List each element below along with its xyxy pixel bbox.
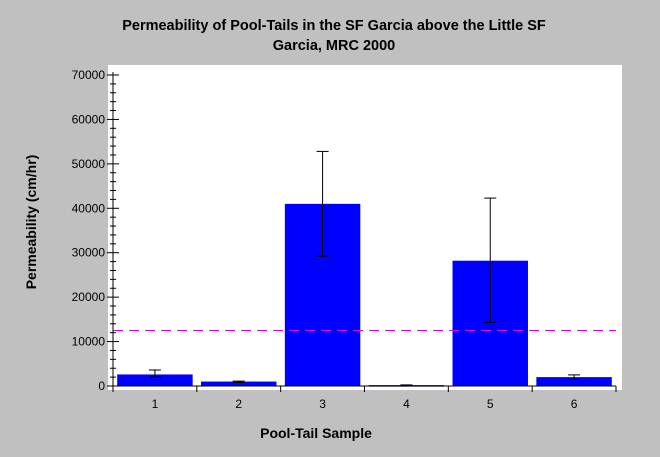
y-tick-label-0: 0 (98, 379, 105, 393)
x-tick-label-6: 6 (571, 397, 578, 411)
x-tick-label-4: 4 (403, 397, 410, 411)
y-tick-label-30000: 30000 (72, 246, 106, 260)
chart-title-line-2: Garcia, MRC 2000 (273, 38, 396, 54)
x-tick-label-3: 3 (319, 397, 326, 411)
bar-2 (201, 381, 277, 386)
y-tick-label-50000: 50000 (72, 157, 106, 171)
x-tick-label-2: 2 (235, 397, 242, 411)
y-axis-label: Permeability (cm/hr) (23, 155, 39, 290)
x-tick-label-1: 1 (152, 397, 159, 411)
chart-title-line-1: Permeability of Pool-Tails in the SF Gar… (122, 18, 546, 34)
x-axis-label: Pool-Tail Sample (260, 425, 372, 441)
chart-marks: 0 10000 20000 30000 40000 50000 60000 70000 1 2 3 4… (72, 68, 617, 411)
y-tick-label-20000: 20000 (72, 290, 106, 304)
y-tick-label-40000: 40000 (72, 201, 106, 215)
bar-1 (117, 374, 193, 386)
y-tick-label-10000: 10000 (72, 335, 106, 349)
y-tick-label-60000: 60000 (72, 112, 106, 126)
bar-6 (536, 377, 612, 386)
plot-area (108, 65, 622, 390)
x-tick-label-5: 5 (487, 397, 494, 411)
y-tick-label-70000: 70000 (72, 68, 106, 82)
